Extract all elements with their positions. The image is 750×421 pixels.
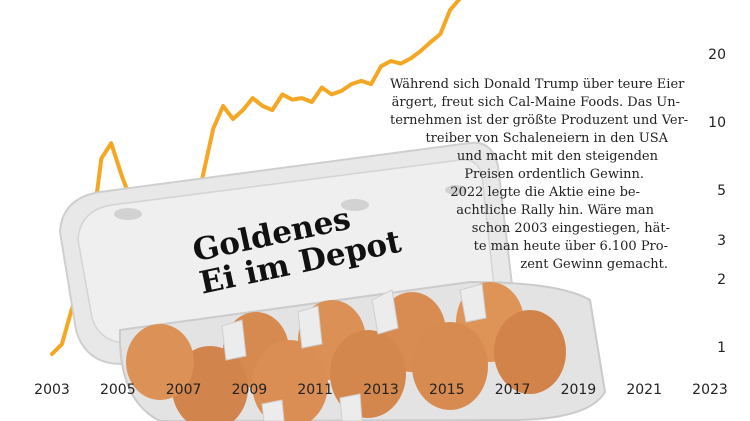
- article-text: Während sich Donald Trump über teure Eie…: [390, 76, 689, 274]
- x-tick-label: 2013: [363, 382, 399, 398]
- carton-hole: [114, 208, 142, 220]
- article-line: ärgert, freut sich Cal-Maine Foods. Das …: [391, 95, 680, 110]
- y-tick-label: 1: [717, 340, 726, 356]
- y-tick-label: 20: [708, 47, 726, 63]
- article-line: treiber von Schaleneiern in den USA: [425, 131, 668, 146]
- carton-divider: [459, 283, 487, 323]
- egg-carton-illustration: [58, 141, 607, 421]
- x-tick-label: 2021: [626, 382, 662, 398]
- x-tick-label: 2007: [165, 382, 202, 398]
- y-tick-label: 5: [717, 182, 726, 199]
- carton-divider: [371, 289, 399, 335]
- article-line: Während sich Donald Trump über teure Eie…: [390, 77, 685, 92]
- egg: [126, 324, 194, 400]
- carton-hole: [341, 199, 369, 211]
- carton-hole: [445, 185, 467, 195]
- article-line: ternehmen ist der größte Produzent und V…: [390, 113, 689, 128]
- carton-divider: [261, 399, 285, 421]
- article-line: schon 2003 eingestiegen, hät-: [471, 221, 670, 236]
- article-line: achtliche Rally hin. Wäre man: [456, 203, 654, 218]
- x-tick-label: 2019: [560, 382, 597, 398]
- article-line: und macht mit den steigenden: [456, 149, 658, 164]
- x-tick-label: 2011: [297, 382, 333, 398]
- x-tick-label: 2005: [99, 382, 136, 398]
- article-line: te man heute über 6.100 Pro-: [473, 239, 668, 254]
- egg: [412, 322, 488, 410]
- carton-divider: [339, 393, 363, 421]
- y-tick-label: 2: [717, 272, 726, 289]
- egg: [494, 310, 566, 394]
- y-tick-label: 3: [717, 232, 726, 249]
- article-line: zent Gewinn gemacht.: [520, 257, 668, 272]
- y-tick-label: 10: [708, 114, 726, 131]
- article-line: Preisen ordentlich Gewinn.: [464, 167, 644, 182]
- x-tick-label: 2017: [494, 382, 531, 398]
- carton-divider: [221, 319, 247, 361]
- egg: [252, 340, 328, 421]
- article-line: 2022 legte die Aktie eine be-: [450, 185, 640, 200]
- x-tick-label: 2015: [428, 382, 465, 398]
- carton-divider: [297, 305, 323, 349]
- x-tick-label: 2009: [231, 382, 268, 398]
- x-tick-label: 2003: [34, 382, 70, 398]
- x-tick-label: 2023: [692, 382, 728, 398]
